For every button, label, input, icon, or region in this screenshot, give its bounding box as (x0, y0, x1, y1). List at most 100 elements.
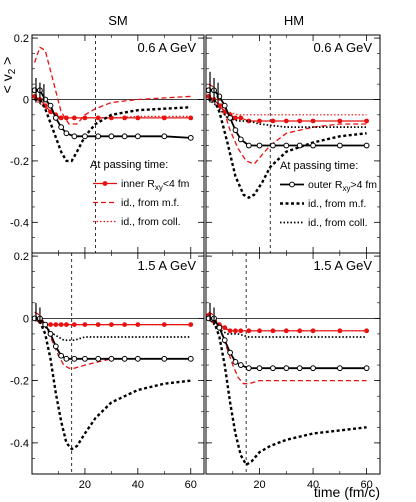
data-point-outer (256, 365, 263, 372)
data-point-inner (246, 328, 252, 334)
panel-frame (31, 252, 205, 475)
y-tick-label: -0.2 (10, 376, 29, 388)
data-point-outer (52, 343, 59, 350)
data-point-inner (135, 115, 141, 121)
data-point-outer (310, 365, 316, 372)
series-group (32, 302, 194, 451)
legend-entry-text: id., from m.f. (121, 197, 179, 209)
legend-marker (289, 181, 295, 188)
data-point-inner (364, 118, 370, 124)
data-point-inner (71, 115, 77, 121)
legend-entry-text: id., from m.f. (308, 198, 366, 210)
data-point-outer (245, 142, 252, 149)
series-line-outer_mf (208, 317, 367, 466)
legend-entry-text: id., from coll. (121, 216, 181, 228)
y-tick-label: -0.4 (10, 217, 29, 229)
legend-entry-text-end: >4 fm (350, 179, 377, 191)
panel-hm-top: 0.6 A GeV At passing time: outer Rxy>4 fm i… (205, 34, 381, 254)
data-point-outer (245, 365, 252, 372)
data-point-outer (232, 127, 239, 134)
series-group (206, 71, 370, 199)
data-point-inner (82, 115, 88, 121)
data-point-inner (222, 325, 228, 331)
y-axis-label-subscript: 2 (7, 68, 18, 74)
series-line-inner_mf (208, 311, 367, 385)
data-point-inner (161, 115, 167, 121)
data-point-outer (71, 355, 78, 362)
panel-sm-bottom: 0.2 0 -0.2 -0.4 20 40 60 1.5 A GeV (10, 251, 205, 491)
data-point-outer (52, 115, 59, 121)
legend: At passing time: inner Rxy<4 fm id., from … (90, 159, 190, 228)
legend-entry-text: id., from coll. (308, 217, 368, 229)
legend-entry-label: outer Rxy>4 fm (308, 179, 377, 193)
legend: At passing time: outer Rxy>4 fm id., from … (280, 160, 377, 229)
legend-title: At passing time: (280, 160, 358, 172)
data-point-inner (257, 328, 262, 334)
y-axis-label: < v2 > (0, 57, 18, 94)
data-point-inner (53, 322, 59, 327)
data-point-inner (283, 328, 289, 334)
data-point-inner (297, 328, 303, 334)
data-point-outer (58, 352, 65, 359)
y-tick-label: 0 (23, 94, 29, 106)
series-line-inner_mf (33, 46, 191, 125)
legend-entry-text-end: <4 fm (163, 178, 190, 190)
x-tick-label: 20 (253, 479, 265, 491)
data-point-inner (257, 118, 262, 124)
data-point-inner (95, 115, 101, 121)
series-line-outer_mf (34, 98, 191, 163)
legend-marker (102, 181, 108, 186)
panels-group: 0.2 0 -0.2 -0.4 0.6 A GeV At passing time: inn… (10, 33, 381, 491)
x-tick-label: 60 (185, 479, 197, 491)
data-point-inner (108, 322, 114, 327)
data-point-outer (296, 142, 303, 149)
series-line-outer (208, 317, 367, 370)
data-point-outer (42, 321, 49, 328)
legend-entry-label: id., from coll. (308, 217, 368, 229)
data-point-outer (161, 355, 168, 362)
data-point-inner (233, 328, 238, 334)
panel-energy-label: 1.5 A GeV (137, 258, 196, 273)
y-axis-label-main: < v (0, 74, 15, 93)
data-point-outer (161, 133, 168, 140)
legend-entry-subscript: xy (155, 183, 163, 192)
data-point-outer (187, 134, 194, 141)
data-point-outer (237, 136, 244, 143)
data-point-outer (336, 142, 343, 149)
panel-energy-label: 0.6 A GeV (137, 40, 196, 55)
series-line-inner (208, 314, 367, 332)
data-point-outer (296, 365, 303, 372)
data-point-outer (63, 355, 70, 362)
data-point-outer (82, 133, 88, 140)
data-point-outer (121, 355, 128, 362)
data-point-outer (221, 102, 228, 109)
legend-entry-text: outer R (308, 179, 343, 191)
series-line-outer_coll (208, 317, 367, 338)
data-point-outer (95, 355, 102, 362)
y-axis-label-end: > (0, 57, 15, 69)
column-title-sm: SM (108, 13, 128, 28)
data-point-outer (336, 365, 343, 372)
data-point-inner (64, 322, 69, 327)
panel-frame (205, 252, 381, 475)
data-point-inner (310, 328, 316, 334)
data-point-outer (283, 142, 290, 149)
data-point-outer (63, 130, 70, 137)
data-point-inner (71, 322, 77, 327)
panel-hm-bottom: 20 40 60 1.5 A GeV (205, 252, 381, 491)
data-point-inner (64, 115, 69, 121)
data-point-inner (364, 328, 370, 334)
data-point-inner (58, 115, 64, 121)
data-point-outer (270, 365, 276, 372)
panel-energy-label: 1.5 A GeV (313, 258, 372, 273)
data-point-outer (134, 355, 141, 362)
data-point-outer (121, 133, 128, 140)
data-point-inner (233, 115, 238, 121)
data-point-outer (256, 142, 263, 149)
series-line-inner_coll (208, 99, 367, 116)
data-point-inner (122, 322, 128, 327)
data-point-inner (122, 115, 128, 121)
x-tick-label: 60 (360, 479, 372, 491)
data-point-outer (58, 124, 65, 131)
